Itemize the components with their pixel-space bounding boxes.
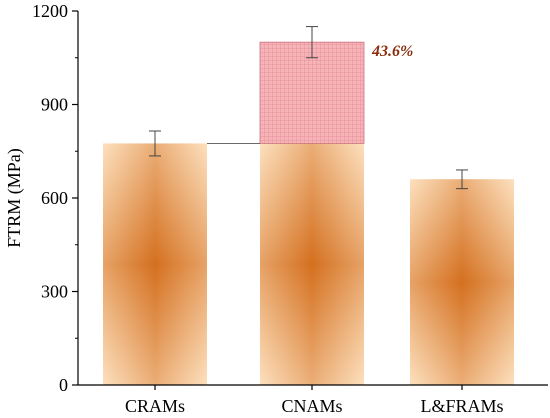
bar-crams bbox=[103, 143, 207, 385]
y-tick-label: 1200 bbox=[32, 1, 68, 21]
error-bar-crams bbox=[149, 130, 161, 157]
bar-lframs bbox=[410, 179, 514, 385]
y-axis-title: FTRM (MPa) bbox=[4, 148, 25, 248]
bar-fill-v bbox=[410, 179, 514, 385]
y-tick-label: 600 bbox=[41, 188, 68, 208]
x-tick-label: L&FRAMs bbox=[420, 396, 503, 416]
increment-label: 43.6% bbox=[371, 43, 413, 60]
error-bar-increment bbox=[306, 26, 318, 59]
y-tick-label: 0 bbox=[59, 375, 68, 395]
axes-layer bbox=[72, 10, 548, 390]
error-bar-lframs bbox=[456, 169, 468, 190]
bars-layer bbox=[103, 26, 514, 385]
y-tick-label: 900 bbox=[41, 95, 68, 115]
increment-segment bbox=[259, 41, 365, 144]
bar-fill-v bbox=[103, 143, 207, 385]
x-tick-label: CNAMs bbox=[281, 396, 342, 416]
x-tick-label: CRAMs bbox=[125, 396, 185, 416]
labels-layer: 0 300 600 900 1200 CRAMs CNAMs L&FRAMs FTRM (MPa… bbox=[4, 1, 504, 416]
bar-fill-v bbox=[260, 143, 364, 385]
y-tick-label: 300 bbox=[41, 282, 68, 302]
bar-cnams bbox=[260, 143, 364, 385]
